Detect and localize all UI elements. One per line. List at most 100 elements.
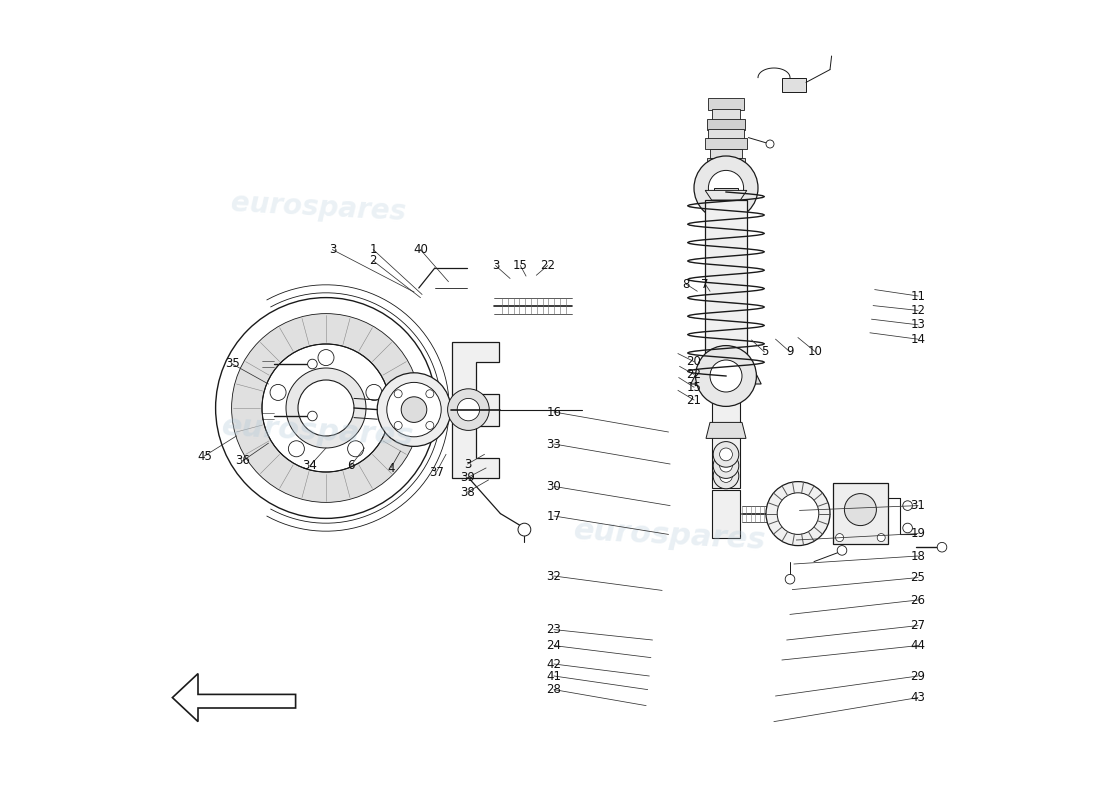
Text: 34: 34: [302, 459, 318, 472]
Text: 7: 7: [702, 278, 708, 290]
Text: 16: 16: [547, 406, 561, 418]
Text: 8: 8: [682, 278, 690, 290]
Text: 45: 45: [197, 450, 212, 462]
Circle shape: [387, 382, 441, 437]
Circle shape: [719, 459, 733, 472]
Text: 22: 22: [686, 368, 702, 381]
Text: eurospares: eurospares: [221, 413, 415, 451]
Circle shape: [448, 389, 490, 430]
Circle shape: [318, 350, 334, 366]
Circle shape: [298, 380, 354, 436]
Circle shape: [402, 397, 427, 422]
Polygon shape: [691, 371, 761, 384]
Polygon shape: [710, 149, 742, 158]
Text: 23: 23: [547, 623, 561, 636]
Text: 12: 12: [911, 304, 925, 317]
Text: 41: 41: [547, 670, 561, 682]
Text: eurospares: eurospares: [230, 190, 406, 226]
Text: 32: 32: [547, 570, 561, 582]
Circle shape: [308, 411, 317, 421]
Polygon shape: [704, 167, 748, 178]
Circle shape: [710, 360, 742, 392]
Text: 20: 20: [686, 355, 702, 368]
Text: 37: 37: [429, 466, 443, 478]
Text: 18: 18: [911, 550, 925, 562]
Polygon shape: [706, 422, 746, 438]
Polygon shape: [708, 129, 744, 139]
Text: 10: 10: [808, 346, 823, 358]
Text: 3: 3: [329, 243, 337, 256]
Circle shape: [694, 156, 758, 220]
Polygon shape: [712, 378, 740, 488]
Circle shape: [708, 170, 744, 206]
Text: 24: 24: [547, 639, 561, 652]
Text: 22: 22: [540, 259, 556, 272]
Text: 14: 14: [911, 333, 925, 346]
Circle shape: [778, 493, 818, 534]
Text: 30: 30: [547, 480, 561, 493]
Circle shape: [719, 448, 733, 461]
Text: 1: 1: [370, 243, 377, 256]
Polygon shape: [712, 490, 740, 538]
Text: 5: 5: [761, 346, 768, 358]
Circle shape: [377, 373, 451, 446]
Circle shape: [216, 298, 437, 518]
Text: 13: 13: [911, 318, 925, 331]
Circle shape: [288, 441, 305, 457]
Circle shape: [785, 574, 795, 584]
Text: 21: 21: [686, 394, 702, 406]
Bar: [782, 78, 806, 92]
Circle shape: [426, 390, 433, 398]
Text: 26: 26: [911, 594, 925, 606]
Text: 19: 19: [911, 527, 925, 540]
Circle shape: [262, 344, 390, 472]
Text: 28: 28: [547, 683, 561, 696]
Text: 4: 4: [387, 462, 395, 474]
Text: 15: 15: [686, 381, 702, 394]
Text: 15: 15: [513, 259, 528, 272]
Circle shape: [719, 470, 733, 482]
Polygon shape: [705, 200, 747, 376]
Text: 43: 43: [911, 691, 925, 704]
Polygon shape: [712, 109, 740, 120]
Polygon shape: [705, 190, 747, 200]
Circle shape: [845, 494, 877, 526]
Polygon shape: [718, 112, 734, 204]
Text: 6: 6: [348, 459, 354, 472]
Circle shape: [458, 398, 480, 421]
Polygon shape: [707, 119, 745, 130]
Polygon shape: [452, 342, 498, 478]
Text: 38: 38: [460, 486, 475, 498]
Circle shape: [695, 346, 757, 406]
Text: 31: 31: [911, 499, 925, 512]
Text: 35: 35: [226, 358, 240, 370]
Text: 2: 2: [370, 254, 377, 267]
Circle shape: [366, 385, 382, 401]
Circle shape: [394, 422, 403, 430]
Text: 29: 29: [911, 670, 925, 682]
Text: 9: 9: [786, 346, 794, 358]
Text: 27: 27: [911, 619, 925, 632]
Circle shape: [877, 534, 886, 542]
Text: eurospares: eurospares: [573, 517, 767, 555]
Circle shape: [518, 523, 531, 536]
Circle shape: [713, 442, 739, 467]
Circle shape: [903, 523, 912, 533]
Polygon shape: [708, 98, 744, 110]
Circle shape: [903, 501, 912, 510]
Bar: [833, 483, 888, 544]
Circle shape: [286, 368, 366, 448]
Polygon shape: [714, 188, 738, 216]
Text: 44: 44: [911, 639, 925, 652]
Text: 25: 25: [911, 571, 925, 584]
Polygon shape: [173, 674, 296, 722]
Text: 40: 40: [412, 243, 428, 256]
Circle shape: [713, 463, 739, 489]
Circle shape: [766, 140, 774, 148]
Text: 17: 17: [547, 510, 561, 522]
Text: 3: 3: [492, 259, 499, 272]
Circle shape: [394, 390, 403, 398]
Circle shape: [348, 441, 364, 457]
Text: 36: 36: [235, 454, 250, 467]
Circle shape: [713, 453, 739, 478]
